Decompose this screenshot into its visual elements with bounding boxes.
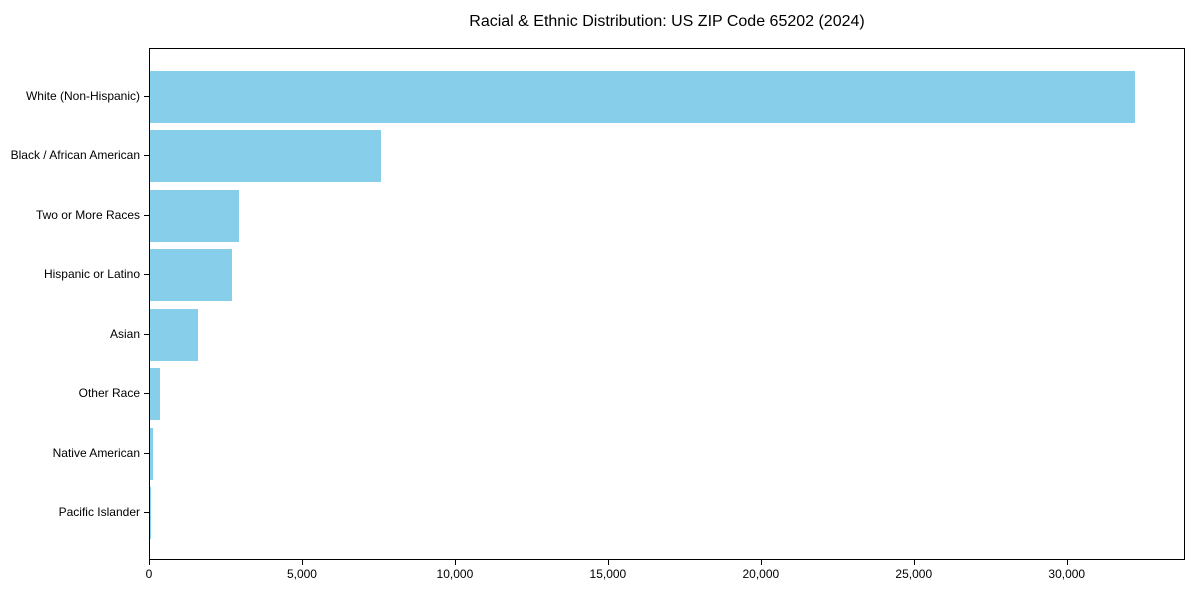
y-tick-mark xyxy=(144,214,149,216)
y-axis-label: Hispanic or Latino xyxy=(43,267,140,282)
bar-white-non-hispanic xyxy=(150,70,1136,123)
y-tick-mark xyxy=(144,274,149,276)
bar-asian xyxy=(150,308,198,361)
bar-native-american xyxy=(150,427,154,480)
y-axis-label: White (Non-Hispanic) xyxy=(25,88,140,103)
x-tick-label: 30,000 xyxy=(1048,567,1086,581)
y-tick-mark xyxy=(144,452,149,454)
x-tick-mark xyxy=(913,560,915,565)
x-tick-mark xyxy=(1066,560,1068,565)
y-tick-mark xyxy=(144,393,149,395)
y-tick-mark xyxy=(144,333,149,335)
bar-pacific-islander xyxy=(150,487,151,540)
plot-area xyxy=(149,48,1185,560)
x-tick-mark xyxy=(607,560,609,565)
y-tick-mark xyxy=(144,512,149,514)
x-tick-label: 10,000 xyxy=(436,567,474,581)
x-tick-mark xyxy=(301,560,303,565)
chart-title: Racial & Ethnic Distribution: US ZIP Cod… xyxy=(469,13,865,30)
y-axis-label: Pacific Islander xyxy=(58,505,140,520)
x-tick-mark xyxy=(149,560,150,565)
y-axis-label: Native American xyxy=(52,445,140,460)
y-axis-label: Two or More Races xyxy=(35,207,140,222)
x-tick-label: 15,000 xyxy=(589,567,627,581)
bar-other-race xyxy=(150,368,160,421)
bar-hispanic-or-latino xyxy=(150,249,232,302)
x-tick-label: 0 xyxy=(145,567,153,581)
y-tick-mark xyxy=(144,155,149,157)
y-axis-label: Black / African American xyxy=(10,148,140,163)
y-tick-mark xyxy=(144,95,149,97)
x-tick-label: 20,000 xyxy=(742,567,780,581)
bar-two-or-more-races xyxy=(150,189,239,242)
y-axis-label: Other Race xyxy=(78,386,140,401)
x-tick-label: 25,000 xyxy=(895,567,933,581)
bar-black-african-american xyxy=(150,130,382,183)
x-tick-mark xyxy=(760,560,762,565)
x-tick-mark xyxy=(454,560,456,565)
y-axis-label: Asian xyxy=(109,326,140,341)
x-tick-label: 5,000 xyxy=(286,567,317,581)
